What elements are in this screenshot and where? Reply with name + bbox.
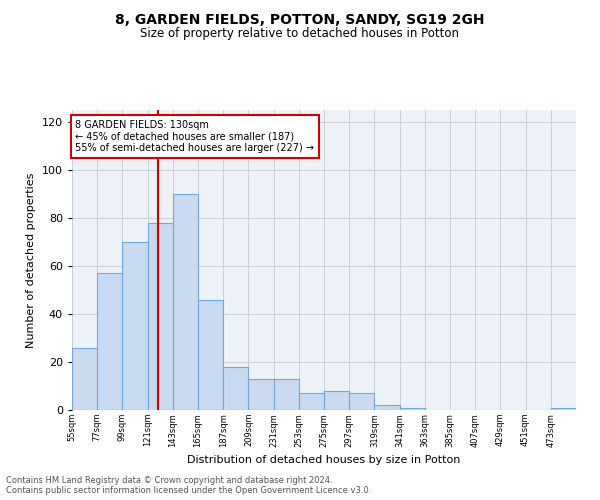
Bar: [148, 223, 173, 410]
Bar: [173, 194, 198, 410]
Bar: [72, 348, 97, 410]
Text: 8, GARDEN FIELDS, POTTON, SANDY, SG19 2GH: 8, GARDEN FIELDS, POTTON, SANDY, SG19 2G…: [115, 12, 485, 26]
Bar: [248, 379, 274, 410]
Bar: [122, 242, 148, 410]
Text: 8 GARDEN FIELDS: 130sqm
← 45% of detached houses are smaller (187)
55% of semi-d: 8 GARDEN FIELDS: 130sqm ← 45% of detache…: [76, 120, 314, 153]
Bar: [374, 405, 400, 410]
X-axis label: Distribution of detached houses by size in Potton: Distribution of detached houses by size …: [187, 455, 461, 465]
Bar: [349, 393, 374, 410]
Bar: [223, 367, 248, 410]
Bar: [97, 273, 122, 410]
Bar: [198, 300, 223, 410]
Y-axis label: Number of detached properties: Number of detached properties: [26, 172, 36, 348]
Bar: [299, 393, 324, 410]
Bar: [274, 379, 299, 410]
Text: Size of property relative to detached houses in Potton: Size of property relative to detached ho…: [140, 28, 460, 40]
Bar: [324, 391, 349, 410]
Text: Contains HM Land Registry data © Crown copyright and database right 2024.
Contai: Contains HM Land Registry data © Crown c…: [6, 476, 371, 495]
Bar: [400, 408, 425, 410]
Bar: [551, 408, 576, 410]
